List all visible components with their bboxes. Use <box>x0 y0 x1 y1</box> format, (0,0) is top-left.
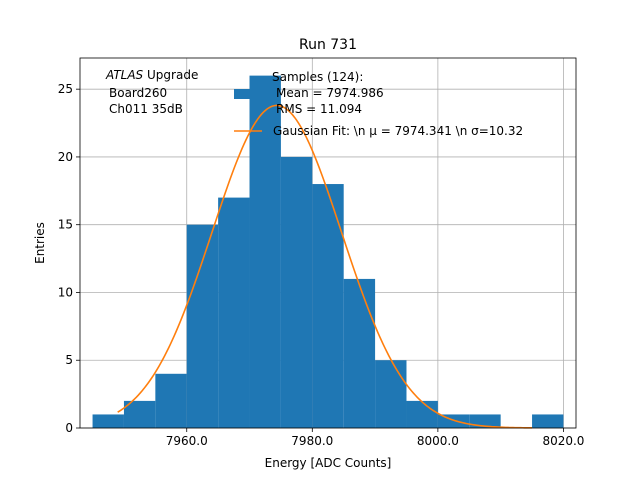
gaussian-fit <box>117 104 533 429</box>
histogram-bar-8 <box>343 278 376 428</box>
histogram-bar-14 <box>532 414 564 428</box>
legend: Samples (124): Mean = 7974.986 RMS = 11.… <box>234 70 523 138</box>
x-tick-label-3: 8020.0 <box>542 434 584 448</box>
histogram-bar-2 <box>155 373 187 428</box>
gaussian-fit-curve <box>117 104 533 429</box>
y-tick-label-0: 0 <box>65 421 73 435</box>
histogram-bar-1 <box>123 400 156 428</box>
y-axis-label: Entries <box>33 222 47 264</box>
axis-ticks: 7960.0 7980.0 8000.0 8020.0 0 5 10 15 20 25 <box>58 82 585 448</box>
histogram-bar-4 <box>218 197 250 428</box>
y-tick-label-2: 10 <box>58 285 73 299</box>
histogram-bar-10 <box>406 400 438 428</box>
histogram-bar-6 <box>280 156 313 428</box>
chart-title: Run 731 <box>299 37 357 53</box>
legend-histogram-line-3: RMS = 11.094 <box>276 102 362 116</box>
y-tick-label-4: 20 <box>58 150 73 164</box>
board-label: Board260 <box>109 86 167 100</box>
legend-fit-label: Gaussian Fit: \n μ = 7974.341 \n σ=10.32 <box>273 124 523 138</box>
x-tick-label-0: 7960.0 <box>166 434 208 448</box>
annotation-line-1: ATLAS Upgrade <box>105 68 198 82</box>
x-tick-label-1: 7980.0 <box>291 434 333 448</box>
x-tick-label-2: 8000.0 <box>417 434 459 448</box>
atlas-label: ATLAS <box>105 68 144 82</box>
histogram-bar-5 <box>249 75 281 428</box>
histogram-bar-7 <box>312 184 344 428</box>
histogram-bar-0 <box>92 414 124 428</box>
channel-label: Ch011 35dB <box>109 102 183 116</box>
y-tick-label-1: 5 <box>65 353 73 367</box>
histogram-bar-3 <box>186 224 219 428</box>
upgrade-label: Upgrade <box>147 68 198 82</box>
legend-histogram-swatch <box>234 89 262 99</box>
legend-histogram-line-1: Samples (124): <box>272 70 363 84</box>
plot-frame <box>79 57 577 429</box>
y-tick-label-5: 25 <box>58 82 73 96</box>
x-axis-label: Energy [ADC Counts] <box>265 456 392 470</box>
histogram-bar-9 <box>375 360 407 428</box>
legend-histogram-line-2: Mean = 7974.986 <box>276 86 384 100</box>
atlas-annotation: ATLAS Upgrade Board260 Ch011 35dB <box>105 68 198 116</box>
y-tick-label-3: 15 <box>58 218 73 232</box>
